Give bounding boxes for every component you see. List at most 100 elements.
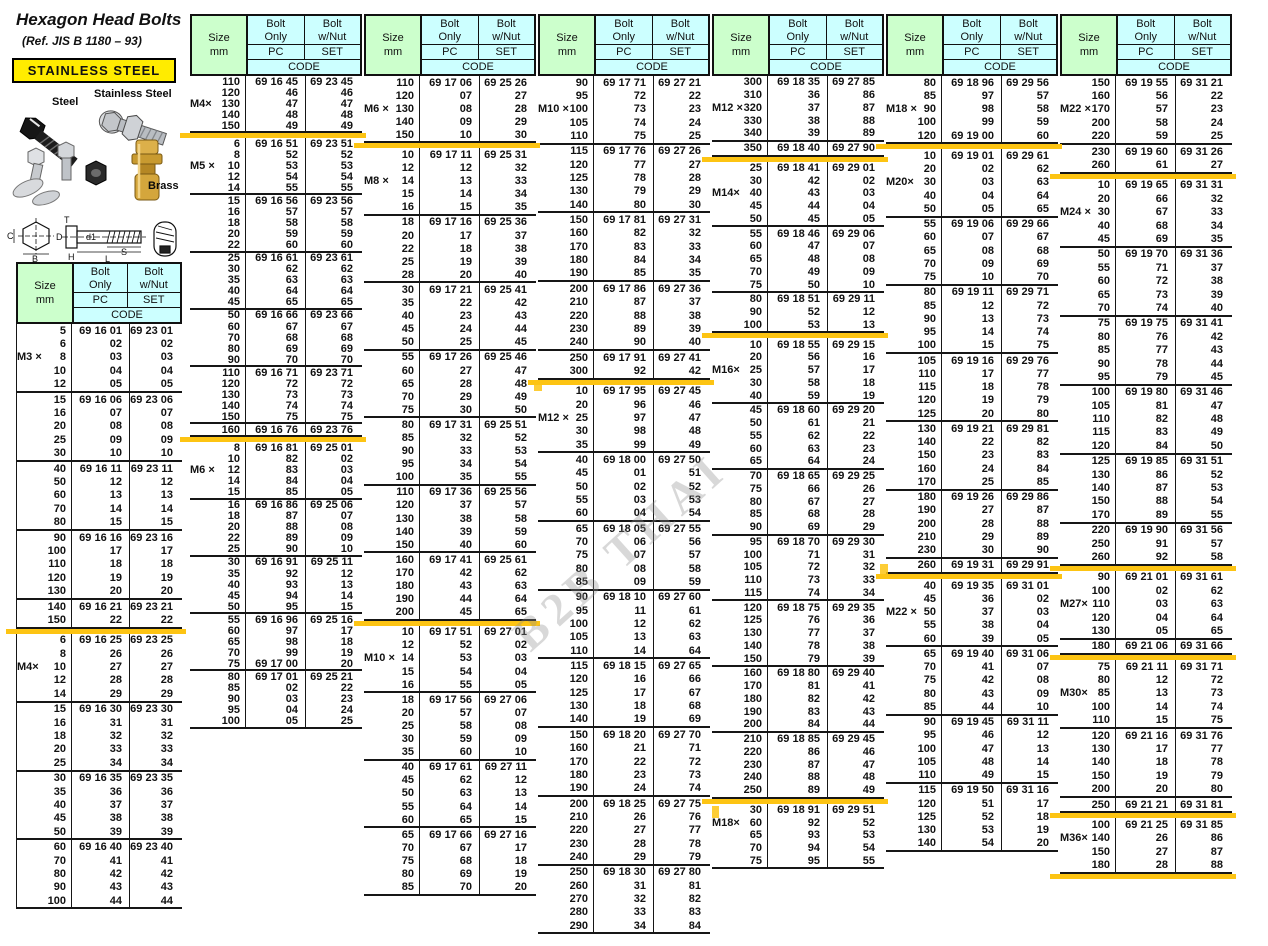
column-header-code: CODE <box>111 309 143 321</box>
table-row: 50 69 19 70 69 31 36 <box>1060 247 1232 262</box>
size-value: 50 <box>749 417 762 430</box>
size-value: 45 <box>401 323 414 336</box>
size-value: 8 <box>233 441 240 454</box>
size-value: 170 <box>569 755 588 768</box>
set-code-cell: 80 <box>1210 783 1223 796</box>
section-separator <box>1050 873 1236 879</box>
pc-code-cell: 01 <box>594 466 654 480</box>
set-code-cell: 42 <box>160 867 173 880</box>
pc-code-cell: 69 17 21 <box>420 283 480 297</box>
set-code-cell: 69 29 66 <box>1006 218 1049 231</box>
size-value: 65 <box>923 244 936 257</box>
size-cell: 5 <box>16 324 72 338</box>
row-group: 80 69 17 31 69 25 51 85 32 52 90 33 53 95 34 54 100 3… <box>364 418 536 486</box>
pc-code-cell: 57 <box>768 363 828 377</box>
set-code-cell: 89 <box>1036 530 1049 543</box>
pc-code-cell: 97 <box>942 89 1002 103</box>
pc-code-cell: 67 <box>246 321 306 333</box>
pc-code-cell: 27 <box>1116 845 1176 859</box>
row-group: 90 69 19 45 69 31 11 95 46 12 100 47 13 105 48 14 11… <box>886 715 1058 784</box>
table-row: 20 08 08 <box>16 419 182 434</box>
size-value: 10 <box>749 338 762 351</box>
bolt-table-m6-m10: Size mm Bolt Only Bolt w/Nut PC SET CODE 110 69 17… <box>354 14 540 896</box>
size-cell: M22 × 50 <box>886 605 942 619</box>
pc-code-cell: 69 17 86 <box>594 282 654 296</box>
pc-code-cell: 58 <box>246 217 306 229</box>
pc-code-cell: 84 <box>594 253 654 267</box>
set-code-cell: 62 <box>688 618 701 631</box>
pc-code-cell: 13 <box>594 630 654 645</box>
size-value: 115 <box>570 660 588 673</box>
set-code-cell: 10 <box>862 278 875 291</box>
set-code-cell: 58 <box>340 217 353 230</box>
table-row: M27× 110 03 63 <box>1060 597 1232 611</box>
size-cell: 140 <box>538 712 594 727</box>
set-code-cell: 69 25 26 <box>484 76 527 89</box>
set-code-cell: 69 25 56 <box>484 486 527 499</box>
size-value: 150 <box>569 728 588 741</box>
pc-code-cell: 69 21 16 <box>1116 728 1176 743</box>
column-header-bolt-wnut: Bolt w/Nut <box>1188 18 1217 43</box>
pc-code-cell: 18 <box>72 557 130 572</box>
size-value: 50 <box>575 480 588 493</box>
dim-label-d: D <box>56 232 63 242</box>
column-header-code: CODE <box>984 61 1016 73</box>
size-cell: 95 <box>886 728 942 742</box>
pc-code-cell: 18 <box>942 380 1002 394</box>
size-value: 5 <box>59 324 66 337</box>
size-value: 160 <box>221 423 240 436</box>
size-value: 60 <box>749 816 762 829</box>
table-row: 150 22 22 <box>16 613 182 627</box>
set-code-cell: 04 <box>514 665 527 678</box>
pc-code-cell: 69 17 36 <box>420 485 480 499</box>
set-code-cell: 09 <box>514 733 527 746</box>
size-cell: 110 <box>190 367 246 379</box>
size-value: 14 <box>227 475 240 488</box>
size-value: 45 <box>749 404 762 417</box>
set-code-cell: 59 <box>688 576 701 589</box>
size-cell: 35 <box>190 274 246 286</box>
pc-code-cell: 14 <box>420 187 480 201</box>
size-cell: 80 <box>886 285 942 299</box>
pc-code-cell: 92 <box>246 568 306 580</box>
size-cell: 10 <box>712 338 768 351</box>
size-cell: 350 <box>712 141 768 155</box>
row-group: 250 69 18 30 69 27 80 260 31 81 270 32 82 280 33 83… <box>538 865 710 935</box>
size-cell: 240 <box>538 335 594 349</box>
pc-code-cell: 43 <box>942 687 1002 701</box>
pc-code-cell: 19 <box>72 571 130 585</box>
size-cell: 240 <box>538 850 594 864</box>
set-code-cell: 33 <box>1210 206 1223 219</box>
size-cell: 18 <box>364 693 420 707</box>
pc-code-cell: 77 <box>768 626 828 640</box>
pc-code-cell: 69 16 35 <box>72 771 130 785</box>
table-row: 90 52 12 <box>712 305 884 319</box>
size-cell: 150 <box>16 613 72 627</box>
pc-code-cell: 47 <box>768 240 828 253</box>
table-row: 160 21 71 <box>538 741 710 755</box>
size-cell: 12 <box>364 638 420 652</box>
size-value: 80 <box>923 286 936 299</box>
size-cell: 20 <box>886 162 942 176</box>
pc-code-cell: 51 <box>942 797 1002 811</box>
size-value: 12 <box>53 674 66 687</box>
table-row: 220 69 19 90 69 31 56 <box>1060 523 1232 537</box>
size-cell: 150 <box>1060 845 1116 859</box>
table-row: 90 69 18 10 69 27 60 <box>538 590 710 605</box>
thread-size-prefix: M4× <box>17 661 39 674</box>
size-value: 80 <box>749 293 762 306</box>
set-code-cell: 65 <box>340 296 353 309</box>
set-code-cell: 69 29 61 <box>1006 149 1049 162</box>
size-cell: 12 <box>364 161 420 175</box>
dim-label-d1: d1 <box>86 232 96 242</box>
pc-code-cell: 69 16 81 <box>246 442 306 454</box>
size-cell: 340 <box>712 127 768 140</box>
size-value: 170 <box>1091 103 1110 116</box>
size-cell: 30 <box>538 424 594 438</box>
table-row: 110 69 17 06 69 25 26 <box>364 76 536 90</box>
size-value: 35 <box>401 746 414 759</box>
size-cell: 75 <box>886 673 942 687</box>
size-value: 85 <box>227 681 240 694</box>
size-cell: 120 <box>712 601 768 614</box>
row-group: 75 69 19 75 69 31 41 80 76 42 85 77 43 90 78 44 95 79… <box>1060 316 1232 386</box>
